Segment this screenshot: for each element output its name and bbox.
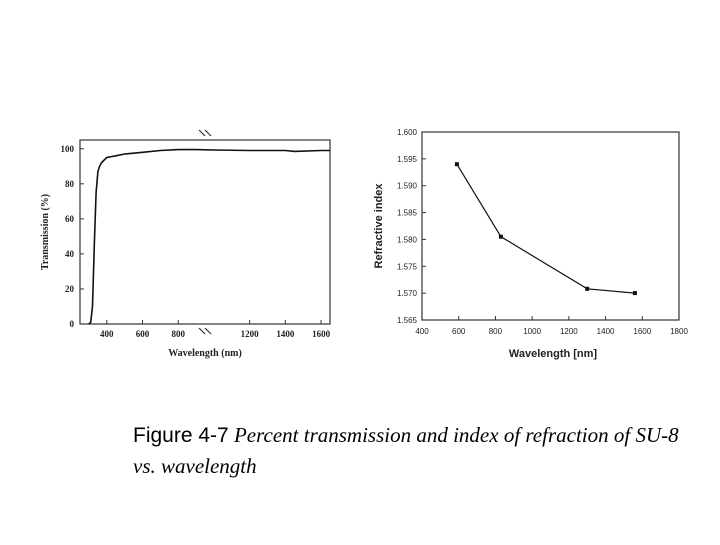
refractive-data-point	[454, 162, 459, 167]
refractive-x-tick-label: 600	[452, 327, 466, 336]
refractive-x-tick-label: 800	[489, 327, 503, 336]
refractive-x-tick-label: 1600	[633, 327, 651, 336]
refractive-x-tick-label: 400	[415, 327, 429, 336]
refractive-x-tick-label: 1200	[560, 327, 578, 336]
figure-caption: Figure 4-7 Percent transmission and inde…	[133, 420, 693, 481]
refractive-y-tick-label: 1.585	[397, 209, 418, 218]
transmission-y-axis-label: Transmission (%)	[40, 194, 51, 270]
refractive-y-tick-label: 1.595	[397, 155, 418, 164]
refractive-y-tick-label: 1.565	[397, 316, 418, 325]
transmission-chart: 400 600 800 1200 1400 1600 0 20 40 60 80 100 Wavele…	[40, 129, 331, 359]
transmission-x-tick-label: 1200	[241, 329, 260, 339]
transmission-plot-frame	[79, 139, 331, 325]
refractive-y-axis-label: Refractive index	[373, 183, 385, 269]
transmission-y-tick-label: 40	[65, 249, 75, 259]
refractive-series-points	[454, 162, 637, 296]
transmission-y-tick-label: 0	[70, 319, 75, 329]
refractive-series-line	[456, 163, 635, 294]
refractive-y-tick-label: 1.575	[397, 262, 418, 271]
transmission-x-tick-label: 1600	[312, 329, 331, 339]
refractive-x-tick-label: 1400	[597, 327, 615, 336]
figure-caption-text: Percent transmission and index of refrac…	[133, 423, 679, 478]
refractive-x-tick-label: 1800	[670, 327, 688, 336]
transmission-x-tick-label: 600	[136, 329, 150, 339]
refractive-y-tick-label: 1.580	[397, 235, 418, 244]
transmission-ticks: 400 600 800 1200 1400 1600 0 20 40 60 80 100	[61, 144, 331, 339]
refractive-x-tick-label: 1000	[523, 327, 541, 336]
refractive-y-tick-label: 1.600	[397, 128, 418, 137]
refractive-data-point	[498, 234, 503, 239]
refractive-x-axis-label: Wavelength [nm]	[509, 348, 598, 360]
transmission-x-tick-label: 400	[100, 329, 114, 339]
transmission-x-tick-label: 1400	[276, 329, 295, 339]
axis-break-mark	[198, 129, 212, 335]
transmission-y-tick-label: 20	[65, 284, 75, 294]
transmission-series-line	[88, 148, 330, 325]
refractive-data-point	[585, 286, 590, 291]
transmission-y-tick-label: 100	[61, 144, 75, 154]
figure-number: Figure 4-7	[133, 424, 229, 447]
refractive-y-tick-label: 1.590	[397, 182, 418, 191]
transmission-y-tick-label: 60	[65, 214, 75, 224]
refractive-ticks: 400 600 800 1000 1200 1400 1600 1800 1.565 1.570 1…	[397, 128, 688, 336]
refractive-y-tick-label: 1.570	[397, 289, 418, 298]
refractive-plot-frame	[421, 131, 680, 321]
refractive-index-chart: 400 600 800 1000 1200 1400 1600 1800 1.565 1.570 1…	[373, 128, 688, 360]
transmission-x-axis-label: Wavelength (nm)	[168, 348, 242, 359]
transmission-x-tick-label: 800	[171, 329, 185, 339]
refractive-data-point	[632, 291, 637, 296]
transmission-y-tick-label: 80	[65, 179, 75, 189]
